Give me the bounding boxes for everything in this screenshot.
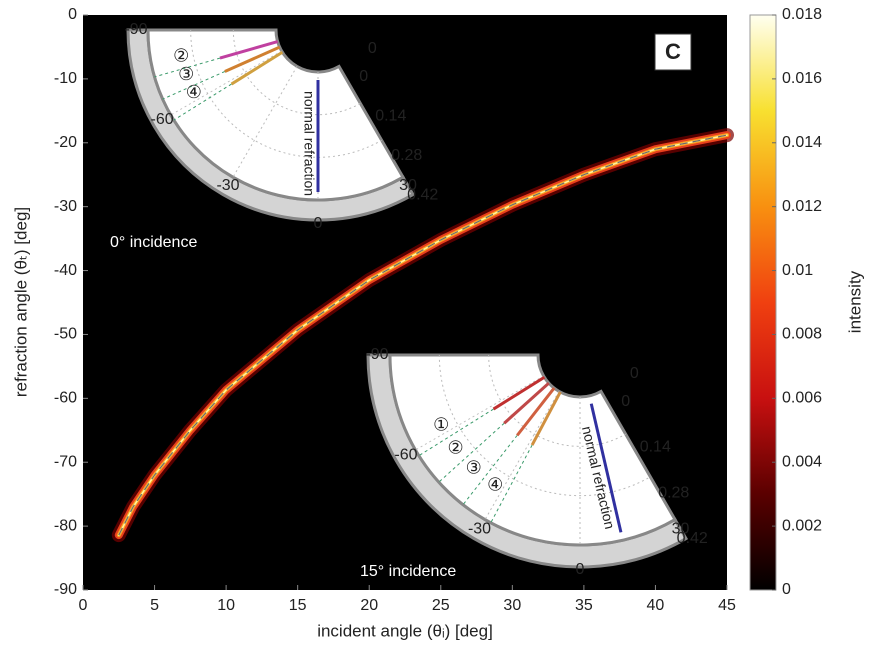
inset-theta-label: 30 xyxy=(399,177,417,194)
colorbar-tick-label: 0.002 xyxy=(782,517,822,534)
inset-theta-label: -90 xyxy=(365,346,388,363)
inset-grid-spoke xyxy=(170,50,282,116)
inset-theta-label: 0 xyxy=(368,40,377,57)
panel-label: C xyxy=(665,39,681,64)
inset-r-label: 0 xyxy=(359,68,368,85)
inset-theta-label: -30 xyxy=(468,520,491,537)
y-tick-label: -50 xyxy=(54,326,77,343)
inset-face xyxy=(146,28,406,202)
inset-ray xyxy=(230,50,284,86)
x-tick-label: 25 xyxy=(432,597,450,614)
inset-ray-marker: ② xyxy=(448,438,464,458)
inset-ray-ext xyxy=(438,422,505,483)
inset-ray-marker: ③ xyxy=(178,64,194,84)
colorbar-tick-label: 0.016 xyxy=(782,70,822,87)
y-tick-label: -70 xyxy=(54,453,77,470)
x-tick-label: 10 xyxy=(217,597,235,614)
inset-r-label: 0.28 xyxy=(391,147,422,164)
inset-grid-circle xyxy=(488,354,626,447)
colorbar-tick-label: 0.004 xyxy=(782,453,822,470)
colorbar-tick-label: 0.008 xyxy=(782,326,822,343)
x-tick-label: 35 xyxy=(575,597,593,614)
x-tick-label: 20 xyxy=(360,597,378,614)
inset-ray-marker: ④ xyxy=(487,474,503,494)
inset-theta-label: -60 xyxy=(151,111,174,128)
x-axis-label: incident angle (θᵢ) [deg] xyxy=(317,621,493,640)
inset-theta-label: -90 xyxy=(124,21,147,38)
inset-ray-marker: ③ xyxy=(466,458,482,478)
inset-ray-ext xyxy=(154,57,221,78)
inset-ray-marker: ② xyxy=(173,45,189,65)
curve-center xyxy=(118,134,728,536)
inset-theta-label: -30 xyxy=(216,177,239,194)
inset-ray-ext xyxy=(490,444,533,523)
colorbar-tick-label: 0.006 xyxy=(782,390,822,407)
inset-r-label: 0 xyxy=(621,393,630,410)
y-tick-label: -30 xyxy=(54,198,77,215)
y-tick-label: -20 xyxy=(54,134,77,151)
inset-ray xyxy=(530,391,562,446)
inset-ray xyxy=(492,375,546,411)
x-tick-label: 15 xyxy=(289,597,307,614)
inset-r-label: 0.42 xyxy=(677,530,708,547)
inset-ray-label: normal refraction xyxy=(301,91,317,196)
colorbar-tick-label: 0 xyxy=(782,581,791,598)
inset-ray xyxy=(516,387,556,437)
y-tick-label: -10 xyxy=(54,70,77,87)
colorbar-tick-label: 0.014 xyxy=(782,134,822,151)
inset-theta-label: 0 xyxy=(630,365,639,382)
inset-grid-spoke xyxy=(232,66,298,178)
x-tick-label: 0 xyxy=(79,597,88,614)
panel-label-box xyxy=(654,33,692,71)
inset-ray-marker: ④ xyxy=(186,82,202,102)
inset-theta-label: -60 xyxy=(394,447,417,464)
inset-face xyxy=(388,353,678,547)
inset-normal-ray xyxy=(589,403,623,533)
y-tick-label: -60 xyxy=(54,390,77,407)
inset-ray xyxy=(224,45,281,73)
inset-ray-marker: ① xyxy=(433,414,449,434)
y-tick-label: -40 xyxy=(54,262,77,279)
inset-theta-label: 0 xyxy=(576,561,585,578)
inset-r-label: 0.28 xyxy=(658,484,689,501)
inset-ray-ext xyxy=(162,71,226,100)
inset-r-label: 0.42 xyxy=(407,187,438,204)
inset-ray-ext xyxy=(462,435,518,506)
x-tick-label: 45 xyxy=(718,597,736,614)
inset-r-label: 0.14 xyxy=(640,439,671,456)
inset-caption: 0° incidence xyxy=(110,234,197,251)
inset-ray-ext xyxy=(418,408,494,457)
colorbar-label: intensity xyxy=(845,270,864,333)
y-tick-label: 0 xyxy=(68,6,77,23)
inset-ray xyxy=(503,381,550,425)
inset-caption: 15° incidence xyxy=(360,563,456,580)
x-tick-label: 40 xyxy=(647,597,665,614)
colorbar-tick-label: 0.018 xyxy=(782,6,822,23)
y-tick-label: -90 xyxy=(54,581,77,598)
inset-ray-ext xyxy=(173,83,232,121)
inset-r-label: 0.14 xyxy=(375,107,406,124)
inset-ray xyxy=(219,40,279,60)
colorbar xyxy=(749,14,777,591)
colorbar-tick-label: 0.012 xyxy=(782,198,822,215)
y-axis-label: refraction angle (θₜ) [deg] xyxy=(11,207,30,397)
y-tick-label: -80 xyxy=(54,517,77,534)
inset-theta-label: 0 xyxy=(314,215,323,232)
colorbar-tick-label: 0.01 xyxy=(782,262,813,279)
x-tick-label: 30 xyxy=(503,597,521,614)
x-tick-label: 5 xyxy=(150,597,159,614)
inset-theta-label: 30 xyxy=(672,520,690,537)
